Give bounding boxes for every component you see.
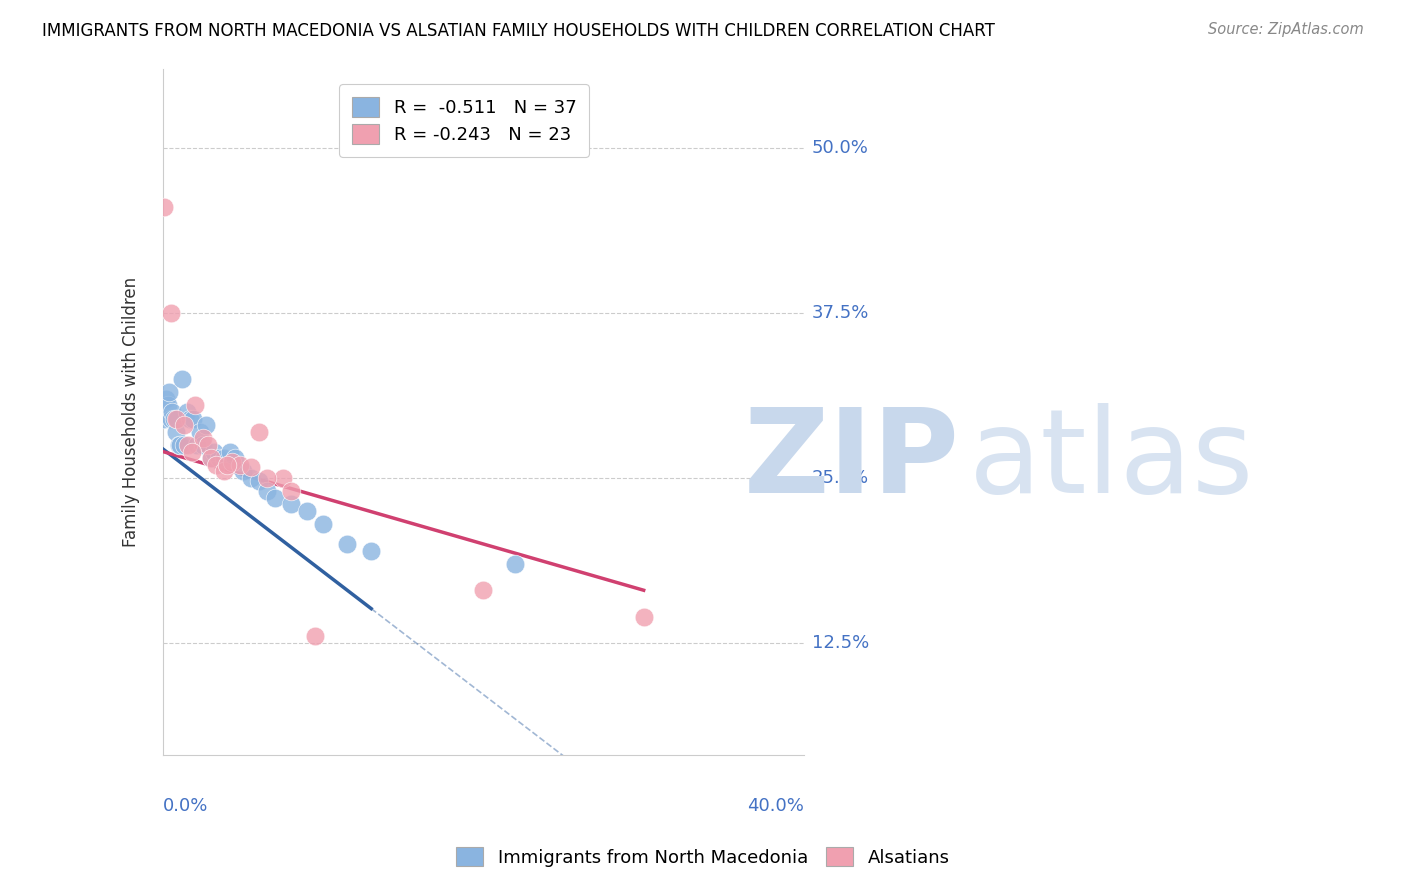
Point	[360, 543, 382, 558]
Point	[212, 464, 235, 478]
Point	[179, 411, 201, 425]
Point	[197, 438, 219, 452]
Point	[212, 451, 235, 466]
Point	[173, 418, 195, 433]
Point	[165, 411, 187, 425]
Point	[191, 438, 214, 452]
Point	[215, 458, 238, 472]
Text: 0.0%: 0.0%	[163, 797, 208, 814]
Point	[304, 630, 326, 644]
Text: ZIP: ZIP	[744, 402, 959, 517]
Text: 12.5%: 12.5%	[811, 634, 869, 652]
Point	[256, 471, 278, 485]
Point	[247, 474, 270, 488]
Point	[312, 517, 335, 532]
Point	[153, 411, 176, 425]
Point	[160, 411, 183, 425]
Text: Source: ZipAtlas.com: Source: ZipAtlas.com	[1208, 22, 1364, 37]
Point	[202, 444, 225, 458]
Point	[166, 411, 188, 425]
Text: atlas: atlas	[969, 402, 1254, 517]
Point	[505, 557, 527, 571]
Point	[280, 484, 302, 499]
Point	[232, 464, 254, 478]
Point	[162, 405, 184, 419]
Point	[208, 451, 231, 466]
Point	[170, 372, 193, 386]
Point	[156, 398, 179, 412]
Point	[264, 491, 287, 505]
Legend: R =  -0.511   N = 37, R = -0.243   N = 23: R = -0.511 N = 37, R = -0.243 N = 23	[339, 85, 589, 157]
Point	[163, 411, 186, 425]
Legend: Immigrants from North Macedonia, Alsatians: Immigrants from North Macedonia, Alsatia…	[449, 840, 957, 874]
Point	[184, 398, 207, 412]
Point	[191, 431, 214, 445]
Point	[240, 460, 263, 475]
Point	[176, 405, 198, 419]
Point	[195, 418, 218, 433]
Point	[336, 537, 359, 551]
Point	[633, 609, 655, 624]
Point	[271, 471, 294, 485]
Point	[173, 438, 195, 452]
Point	[221, 455, 243, 469]
Text: Family Households with Children: Family Households with Children	[122, 277, 139, 547]
Point	[153, 200, 176, 214]
Point	[224, 451, 246, 466]
Point	[160, 306, 183, 320]
Point	[280, 497, 302, 511]
Text: 25.0%: 25.0%	[811, 469, 869, 487]
Point	[180, 444, 202, 458]
Point	[204, 458, 226, 472]
Point	[295, 504, 318, 518]
Text: IMMIGRANTS FROM NORTH MACEDONIA VS ALSATIAN FAMILY HOUSEHOLDS WITH CHILDREN CORR: IMMIGRANTS FROM NORTH MACEDONIA VS ALSAT…	[42, 22, 995, 40]
Point	[200, 451, 222, 466]
Point	[167, 438, 190, 452]
Point	[229, 458, 252, 472]
Point	[188, 425, 211, 439]
Point	[165, 425, 187, 439]
Point	[177, 438, 200, 452]
Text: 40.0%: 40.0%	[747, 797, 804, 814]
Point	[186, 438, 208, 452]
Point	[169, 438, 191, 452]
Text: 50.0%: 50.0%	[811, 139, 869, 157]
Point	[157, 385, 180, 400]
Point	[256, 484, 278, 499]
Point	[472, 583, 495, 598]
Point	[155, 392, 177, 406]
Text: 37.5%: 37.5%	[811, 304, 869, 322]
Point	[181, 411, 204, 425]
Point	[247, 425, 270, 439]
Point	[200, 451, 222, 466]
Point	[219, 444, 242, 458]
Point	[240, 471, 263, 485]
